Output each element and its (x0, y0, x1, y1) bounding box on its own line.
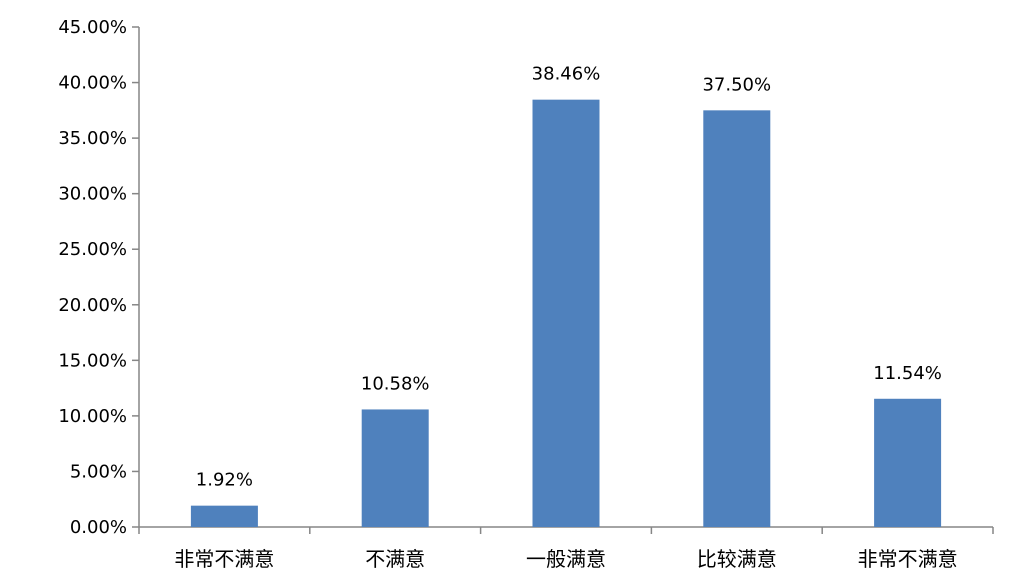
bar (874, 398, 942, 527)
y-tick-label: 30.00% (58, 184, 127, 205)
y-tick-label: 5.00% (70, 461, 127, 482)
x-axis: 非常不满意 不满意 一般满意 比较满意 非常不满意 (138, 526, 994, 571)
x-category-label: 一般满意 (526, 547, 606, 571)
bar (190, 505, 258, 527)
y-tick-label: 40.00% (58, 73, 127, 94)
bar-data-label: 1.92% (196, 470, 253, 491)
bar-data-label: 11.54% (873, 363, 942, 384)
y-axis: 0.00% 5.00% 10.00% 15.00% 20.00% 25.00% 30.00%… (58, 17, 140, 538)
x-category-label: 不满意 (365, 547, 425, 571)
x-category-label: 比较满意 (697, 547, 777, 571)
bar-data-label: 37.50% (702, 74, 771, 95)
bars (190, 99, 942, 528)
y-tick-label: 0.00% (70, 517, 127, 538)
y-tick-label: 20.00% (58, 295, 127, 316)
y-tick-label: 25.00% (58, 239, 127, 260)
bar (361, 409, 429, 527)
y-tick-label: 10.00% (58, 406, 127, 427)
x-category-label: 非常不满意 (174, 547, 274, 571)
x-category-label: 非常不满意 (858, 547, 958, 571)
bar-data-label: 38.46% (532, 64, 601, 85)
bar (703, 110, 771, 527)
data-labels: 1.92% 10.58% 38.46% 37.50% 11.54% (196, 64, 942, 491)
y-tick-label: 15.00% (58, 350, 127, 371)
y-tick-label: 35.00% (58, 128, 127, 149)
bar-data-label: 10.58% (361, 373, 430, 394)
bar (532, 99, 600, 528)
y-tick-label: 45.00% (58, 17, 127, 38)
